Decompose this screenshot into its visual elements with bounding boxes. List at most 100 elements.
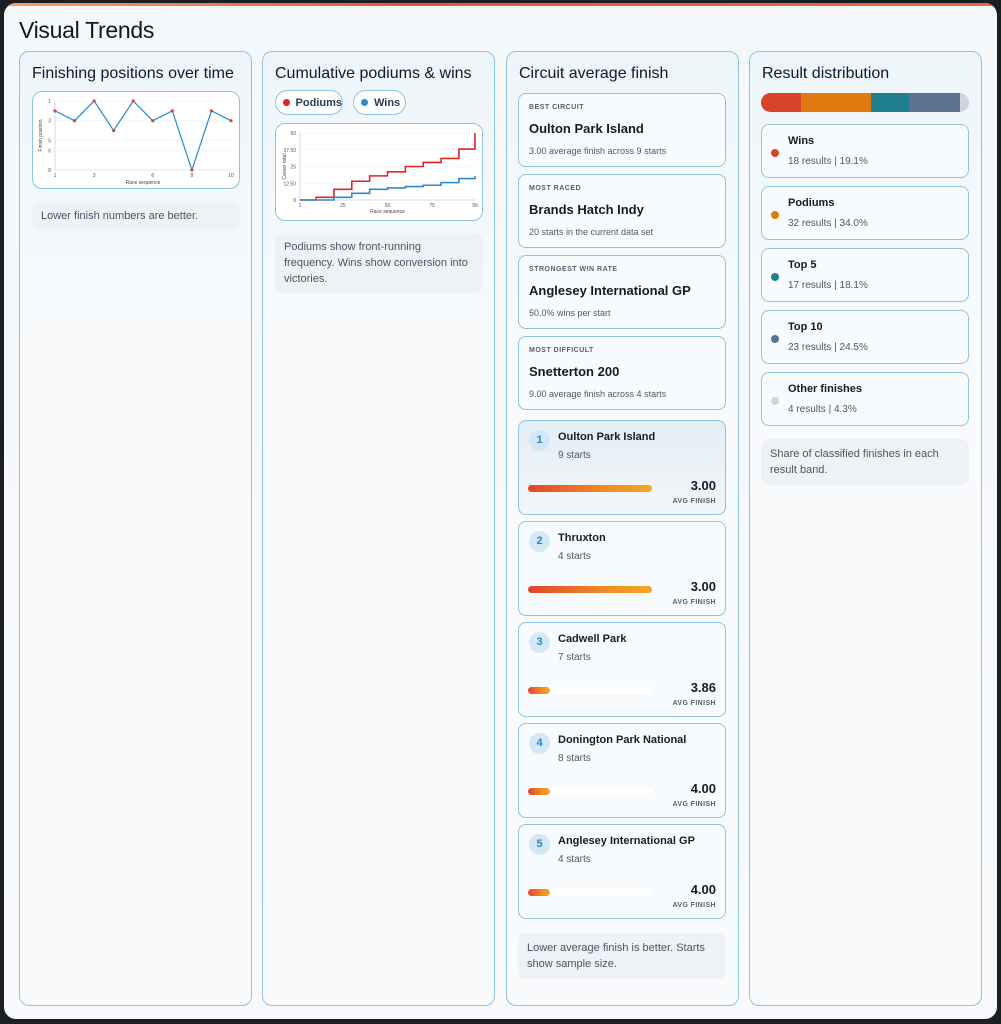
stat-best-circuit[interactable]: BEST CIRCUIT Oulton Park Island 3.00 ave… <box>518 93 726 167</box>
rank-circuit-name: Oulton Park Island <box>558 431 656 443</box>
band-podiums[interactable]: Podiums 32 results | 34.0% <box>761 186 969 240</box>
x-tick-label: 1 <box>54 173 57 179</box>
rank-number: 3 <box>529 632 550 653</box>
podiums-dot <box>283 99 290 106</box>
rank-item[interactable]: 5 Anglesey International GP 4 starts 4.0… <box>518 824 726 919</box>
band-top-10[interactable]: Top 10 23 results | 24.5% <box>761 310 969 364</box>
rank-value: 3.00 <box>690 478 716 493</box>
accent-bar <box>4 3 997 6</box>
page-title: Visual Trends <box>19 17 155 43</box>
cumulative-note: Podiums show front-running frequency. Wi… <box>275 233 483 293</box>
rank-bar-fill <box>528 485 652 492</box>
rank-number: 4 <box>529 733 550 754</box>
rank-item[interactable]: 1 Oulton Park Island 9 starts 3.00 AVG F… <box>518 420 726 515</box>
legend-podiums[interactable]: Podiums <box>275 90 343 115</box>
x-tick-label: 50 <box>385 203 391 209</box>
x-tick-label: 3 <box>93 173 96 179</box>
rank-bar-fill <box>528 788 551 795</box>
stat-name: Snetterton 200 <box>529 364 620 379</box>
x-axis-label: Race sequence <box>370 209 405 215</box>
band-top-5[interactable]: Top 5 17 results | 18.1% <box>761 248 969 302</box>
card-title: Result distribution <box>762 65 890 82</box>
rank-starts: 9 starts <box>558 450 591 461</box>
rank-starts: 4 starts <box>558 551 591 562</box>
rank-item[interactable]: 2 Thruxton 4 starts 3.00 AVG FINISH <box>518 521 726 616</box>
rank-item[interactable]: 3 Cadwell Park 7 starts 3.86 AVG FINISH <box>518 622 726 717</box>
y-tick-label: 25 <box>290 165 296 171</box>
distribution-segment <box>960 93 969 112</box>
rank-value: 3.00 <box>690 579 716 594</box>
y-tick-label: 6 <box>48 148 51 154</box>
rank-item[interactable]: 4 Donington Park National 8 starts 4.00 … <box>518 723 726 818</box>
rank-starts: 4 starts <box>558 854 591 865</box>
band-dot <box>771 149 779 157</box>
card-title: Finishing positions over time <box>32 65 234 82</box>
band-other-finishes[interactable]: Other finishes 4 results | 4.3% <box>761 372 969 426</box>
finish-point <box>229 119 233 123</box>
x-tick-label: 6 <box>151 173 154 179</box>
rank-bar-fill <box>528 889 551 896</box>
finish-point <box>209 109 214 113</box>
visual-trends-panel: Visual Trends Finishing positions over t… <box>4 3 997 1019</box>
band-dot <box>771 397 779 405</box>
band-dot <box>771 211 779 219</box>
finish-point <box>190 168 194 172</box>
y-tick-label: 1 <box>48 99 51 105</box>
rank-number: 5 <box>529 834 550 855</box>
distribution-segment <box>800 93 872 112</box>
distribution-note: Share of classified finishes in each res… <box>761 439 969 485</box>
distribution-segment <box>871 93 910 112</box>
rank-caption: AVG FINISH <box>672 599 716 606</box>
y-tick-label: 37.50 <box>283 148 296 154</box>
wins-dot <box>361 99 368 106</box>
legend-label: Wins <box>374 96 401 109</box>
distribution-segment <box>761 93 801 112</box>
cumulative-line-chart: 0 12.50 25 37.50 50 1 25 50 75 99 Race sequence Car… <box>282 131 478 215</box>
y-tick-label: 8 <box>48 168 51 174</box>
distribution-stacked-bar <box>761 93 969 112</box>
cumulative-chart[interactable]: 0 12.50 25 37.50 50 1 25 50 75 99 Race sequence Car… <box>275 123 483 221</box>
y-tick-label: 3 <box>48 119 51 125</box>
band-name: Top 5 <box>788 259 817 271</box>
x-tick-label: 25 <box>340 203 346 209</box>
finish-point <box>72 119 77 123</box>
band-wins[interactable]: Wins 18 results | 19.1% <box>761 124 969 178</box>
y-axis-label: Finish position <box>38 119 44 151</box>
result-distribution-card: Result distribution Wins 18 results | 19… <box>749 51 982 1006</box>
finish-point <box>53 109 57 113</box>
rank-bar-track <box>528 485 652 492</box>
finishing-chart[interactable]: 1 3 5 6 8 1 3 6 8 10 Race sequence Finish position <box>32 91 240 189</box>
rank-number: 1 <box>529 430 550 451</box>
card-title: Cumulative podiums & wins <box>275 65 472 82</box>
rank-circuit-name: Anglesey International GP <box>558 835 695 847</box>
stat-name: Oulton Park Island <box>529 121 644 136</box>
stat-strongest-win-rate[interactable]: STRONGEST WIN RATE Anglesey Internationa… <box>518 255 726 329</box>
band-name: Other finishes <box>788 383 862 395</box>
rank-circuit-name: Cadwell Park <box>558 633 627 645</box>
stat-sub: 50.0% wins per start <box>529 308 611 318</box>
band-name: Wins <box>788 135 815 147</box>
band-name: Podiums <box>788 197 835 209</box>
finish-line <box>54 100 232 172</box>
band-name: Top 10 <box>788 321 823 333</box>
circuit-note: Lower average finish is better. Starts s… <box>518 933 726 979</box>
x-tick-label: 10 <box>228 173 234 179</box>
cumulative-card: Cumulative podiums & wins Podiums Wins 0… <box>262 51 495 1006</box>
band-sub: 23 results | 24.5% <box>788 342 868 353</box>
band-sub: 32 results | 34.0% <box>788 218 868 229</box>
rank-number: 2 <box>529 531 550 552</box>
rank-starts: 8 starts <box>558 753 591 764</box>
y-tick-label: 0 <box>293 198 296 204</box>
wins-line <box>300 175 476 201</box>
distribution-segment <box>909 93 961 112</box>
rank-bar-fill <box>528 687 551 694</box>
circuit-average-card: Circuit average finish BEST CIRCUIT Oult… <box>506 51 739 1006</box>
stat-most-difficult[interactable]: MOST DIFFICULT Snetterton 200 9.00 avera… <box>518 336 726 410</box>
stat-most-raced[interactable]: MOST RACED Brands Hatch Indy 20 starts i… <box>518 174 726 248</box>
band-sub: 17 results | 18.1% <box>788 280 868 291</box>
legend-wins[interactable]: Wins <box>353 90 406 115</box>
y-tick-label: 12.50 <box>283 181 296 187</box>
y-tick-label: 5 <box>48 138 51 144</box>
rank-caption: AVG FINISH <box>672 801 716 808</box>
